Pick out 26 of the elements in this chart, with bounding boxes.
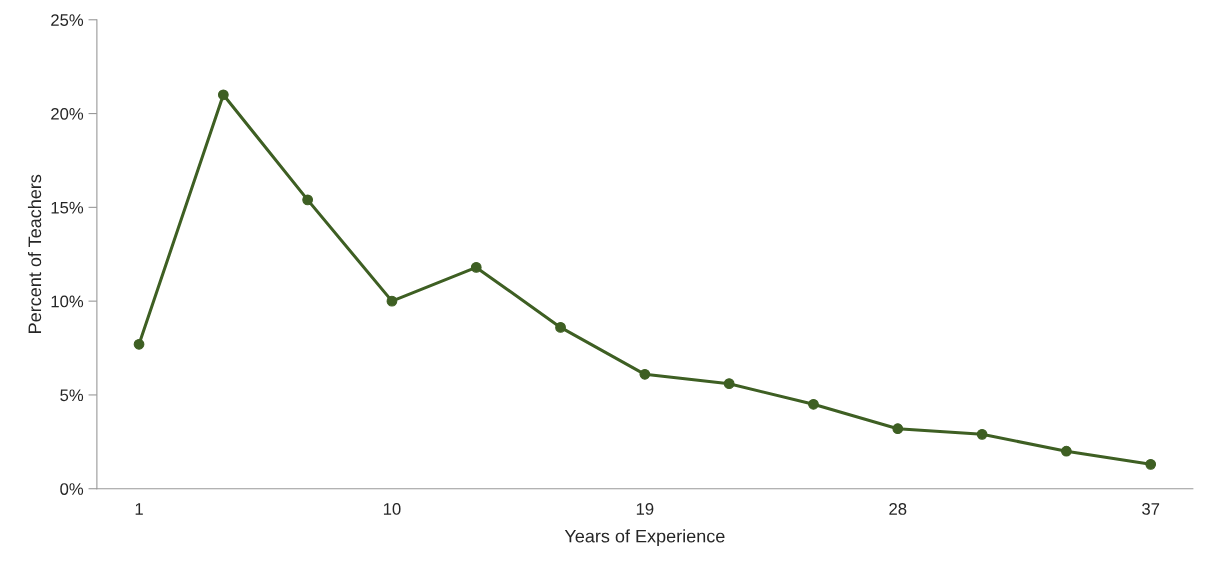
y-tick-label: 25% xyxy=(51,14,84,26)
y-tick-label: 0% xyxy=(60,483,84,495)
point xyxy=(133,338,145,350)
point xyxy=(555,322,566,333)
x-tick-label: 28 xyxy=(889,503,907,515)
y-tick-label: 15% xyxy=(51,201,84,214)
point xyxy=(386,295,398,307)
point xyxy=(302,194,314,206)
y-axis-title: Percent of Teachers xyxy=(27,174,42,333)
y-tick-label: 5% xyxy=(60,389,84,402)
point xyxy=(470,262,482,273)
y-tick-label: 20% xyxy=(51,107,84,120)
point xyxy=(892,423,904,435)
point xyxy=(723,378,735,390)
point xyxy=(808,398,819,410)
x-tick-label: 37 xyxy=(1142,503,1160,515)
x-axis-title: Years of Experience xyxy=(564,529,725,547)
point xyxy=(1061,445,1072,457)
point xyxy=(1145,458,1157,470)
point xyxy=(976,428,988,440)
x-tick-label: 19 xyxy=(636,503,654,515)
point xyxy=(217,89,229,101)
point xyxy=(639,368,651,380)
x-tick-label: 10 xyxy=(383,503,401,515)
x-tick-label: 1 xyxy=(135,503,143,515)
y-tick-label: 10% xyxy=(51,295,84,308)
